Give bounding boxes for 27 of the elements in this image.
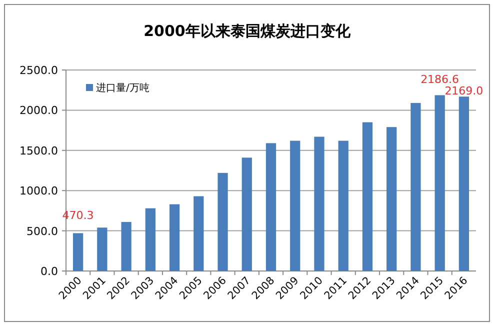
- bar: [314, 136, 324, 271]
- bar: [458, 96, 470, 271]
- bar: [121, 222, 132, 271]
- bar: [338, 140, 348, 271]
- bar: [145, 208, 156, 271]
- bar: [290, 140, 300, 271]
- bar: [242, 158, 252, 271]
- data-label: 2169.0: [444, 84, 484, 98]
- y-tick-label: 2500.0: [20, 64, 58, 77]
- y-tick-label: 1500.0: [20, 144, 58, 158]
- bar: [266, 143, 276, 271]
- y-tick-label: 0.0: [40, 265, 58, 278]
- bar: [362, 122, 373, 271]
- chart-title: 2000年以来泰国煤炭进口变化: [144, 22, 352, 40]
- data-label: 2186.6: [420, 73, 460, 86]
- bar: [169, 204, 180, 271]
- y-tick-label: 500.0: [26, 224, 58, 238]
- bar: [97, 228, 108, 271]
- y-tick-label: 2000.0: [20, 104, 58, 118]
- bar: [410, 102, 421, 271]
- bar: [386, 127, 397, 271]
- bar: [434, 95, 445, 271]
- y-tick-label: 1000.0: [20, 184, 58, 198]
- bar: [194, 196, 204, 271]
- legend-label: 进口量/万吨: [96, 82, 150, 94]
- bar: [218, 172, 228, 271]
- bar: [72, 233, 84, 271]
